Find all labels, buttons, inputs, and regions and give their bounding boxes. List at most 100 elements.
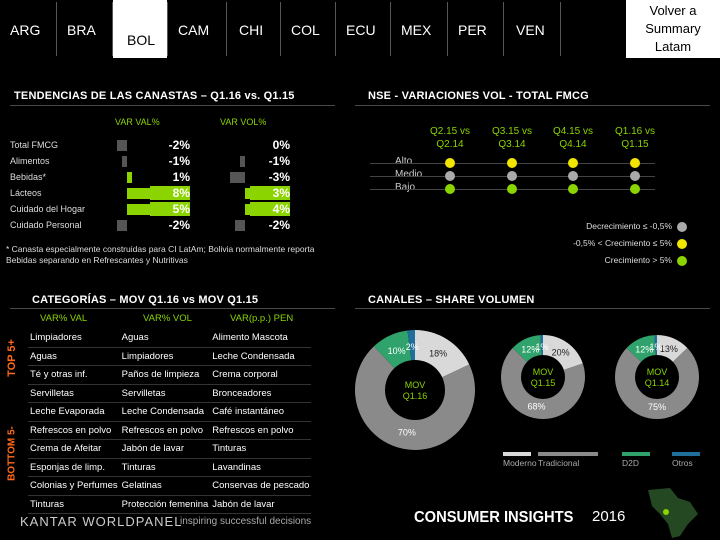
tab-bra[interactable]: BRA (67, 22, 96, 38)
pie-label: 70% (398, 427, 416, 437)
pie-label: 1% (536, 342, 549, 352)
nse-dot (507, 158, 517, 168)
val-value: -1% (168, 154, 190, 168)
cat-cell: Refrescos en polvo (210, 421, 312, 440)
cat-cell: Lavandinas (210, 458, 312, 477)
nse-legend-label: Decrecimiento ≤ -0,5% (586, 221, 672, 231)
kantar-logo: KANTAR WORLDPANEL (20, 514, 183, 529)
pie-label: 1% (650, 342, 663, 352)
val-bar (117, 140, 127, 151)
cat-header-vol: VAR% VOL (143, 313, 192, 324)
nse-dot (445, 171, 455, 181)
year-label: 2016 (592, 508, 626, 525)
vol-value: 0% (272, 138, 290, 152)
cat-cell: Alimento Mascota (210, 329, 312, 348)
bottom-row: Esponjas de limp. Tinturas Lavandinas (28, 458, 312, 477)
country-nav: ARG BRA BOL CAM CHI COL ECU MEX PER VEN … (0, 0, 720, 58)
cat-cell: Bronceadores (210, 384, 312, 403)
nse-legend-label: -0,5% < Crecimiento ≤ 5% (573, 238, 672, 248)
nse-dot (445, 184, 455, 194)
pie-label: 20% (552, 347, 570, 357)
val-bar (117, 220, 127, 231)
val-value: 5% (150, 202, 190, 216)
tab-ecu[interactable]: ECU (346, 22, 376, 38)
cat-header-val: VAR% VAL (40, 313, 88, 324)
legend-label: Moderno (503, 458, 537, 468)
nse-column-header: Q2.15 vs Q2.14 (429, 126, 471, 150)
pie-label: 75% (648, 402, 666, 412)
pie-title: Q1.16 (403, 391, 428, 401)
legend-swatch (672, 452, 700, 456)
cat-cell: Café instantáneo (210, 402, 312, 422)
nse-column-header: Q1.16 vs Q1.15 (614, 126, 656, 150)
vol-value: 3% (250, 186, 290, 200)
pie-label: 2% (406, 342, 419, 352)
pie-label: 12% (635, 345, 653, 355)
cat-cell: Refrescos en polvo (28, 421, 120, 440)
vol-bar (240, 156, 245, 167)
tab-per[interactable]: PER (458, 22, 487, 38)
nse-row-label: Bajo (395, 182, 416, 193)
top-row: Té y otras inf. Paños de limpieza Crema co… (28, 365, 312, 385)
tab-chi[interactable]: CHI (239, 22, 264, 38)
col-var-vol: VAR VOL% (220, 117, 267, 127)
vol-bar (230, 172, 245, 183)
nse-dot (507, 171, 517, 181)
top-row: Aguas Limpiadores Leche Condensada (28, 347, 312, 366)
tab-mex[interactable]: MEX (401, 22, 432, 38)
val-bar (127, 188, 167, 199)
val-value: -2% (168, 218, 190, 232)
vol-value: 4% (250, 202, 290, 216)
cat-cell: Limpiadores (28, 329, 120, 348)
top-row: Leche Evaporada Leche Condensada Café inst… (28, 402, 312, 422)
vol-bar (235, 220, 245, 231)
bottom-row: Tinturas Protección femenina Jabón de lava… (28, 495, 312, 514)
val-value: -2% (168, 138, 190, 152)
summary-label: Volver a Summary Latam (645, 3, 701, 54)
nse-dot (630, 171, 640, 181)
categorias-title: CATEGORÍAS – MOV Q1.16 vs MOV Q1.15 (32, 294, 259, 306)
canasta-label: Alimentos (10, 156, 50, 166)
bottom-row: Crema de Afeitar Jabón de lavar Tinturas (28, 439, 312, 459)
pie-label: 68% (527, 402, 545, 412)
nse-column-header: Q3.15 vs Q3.14 (491, 126, 533, 150)
val-value: 1% (172, 170, 190, 184)
pie-hole (521, 355, 565, 399)
cat-cell: Aguas (28, 347, 120, 366)
pie-title: Q1.15 (531, 378, 556, 388)
tab-arg[interactable]: ARG (10, 22, 41, 38)
pie-title: MOV (405, 380, 426, 390)
val-bar (127, 172, 132, 183)
nse-dot (568, 171, 578, 181)
nse-legend-label: Crecimiento > 5% (604, 255, 672, 265)
tab-col[interactable]: COL (291, 22, 320, 38)
pie-label: 18% (429, 349, 447, 359)
cat-cell: Limpiadores (119, 347, 211, 366)
pie-hole (385, 360, 445, 420)
val-value: 8% (150, 186, 190, 200)
cat-cell: Tinturas (119, 458, 211, 477)
cat-cell: Tinturas (210, 439, 312, 459)
pie-title: MOV (647, 367, 668, 377)
cat-cell: Té y otras inf. (28, 365, 120, 385)
cat-cell: Servilletas (119, 384, 211, 403)
cat-cell: Protección femenina (119, 495, 211, 514)
top-row: Limpiadores Aguas Alimento Mascota (28, 329, 312, 348)
cat-cell: Tinturas (28, 495, 120, 514)
tab-bol[interactable]: BOL (113, 0, 167, 58)
pie-title: Q1.14 (645, 378, 670, 388)
pie-label: 12% (521, 345, 539, 355)
vol-value: -2% (268, 218, 290, 232)
cat-cell: Aguas (119, 329, 211, 348)
legend-swatch (538, 452, 598, 456)
cat-cell: Esponjas de limp. (28, 458, 120, 477)
cat-cell: Leche Evaporada (28, 402, 120, 422)
back-to-summary-button[interactable]: Volver a Summary Latam (626, 0, 720, 58)
tab-ven[interactable]: VEN (516, 22, 545, 38)
canastas-title: TENDENCIAS DE LAS CANASTAS – Q1.16 vs. Q… (14, 90, 295, 102)
tab-cam[interactable]: CAM (178, 22, 210, 38)
bottom-row: Colonias y Perfumes Gelatinas Conservas de… (28, 476, 312, 496)
pie-label: 10% (388, 346, 406, 356)
legend-swatch (503, 452, 531, 456)
nse-dot (445, 158, 455, 168)
